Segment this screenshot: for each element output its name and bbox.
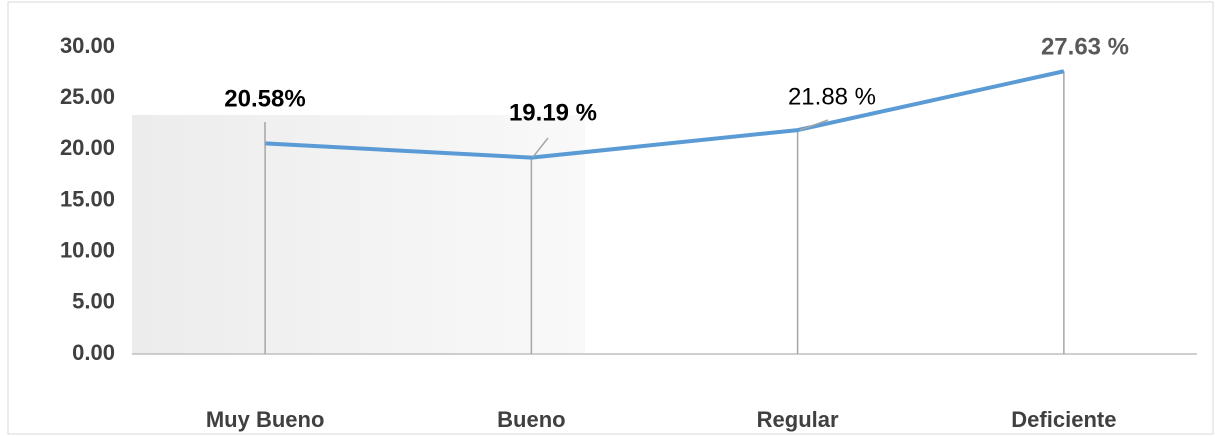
chart-frame [7,1,1214,435]
leader-line [799,119,829,131]
x-tick-label: Regular [757,407,839,432]
y-tick-label: 0.00 [72,340,115,365]
y-tick-label: 10.00 [60,237,115,262]
line [265,69,1065,160]
x-tick-label: Muy Bueno [206,407,325,432]
data-label: 21.88 % [788,83,876,110]
data-label: 27.63 % [1041,33,1129,60]
y-tick-label: 15.00 [60,186,115,211]
data-label: 20.58% [224,85,305,112]
data-label: 19.19 % [509,99,597,126]
leader-line [532,137,549,158]
y-tick-label: 30.00 [60,33,115,58]
x-tick-label: Deficiente [1011,407,1116,432]
shaded-area [132,115,585,354]
y-tick-label: 25.00 [60,84,115,109]
y-tick-label: 5.00 [72,289,115,314]
x-tick-label: Bueno [497,407,565,432]
y-tick-label: 20.00 [60,135,115,160]
